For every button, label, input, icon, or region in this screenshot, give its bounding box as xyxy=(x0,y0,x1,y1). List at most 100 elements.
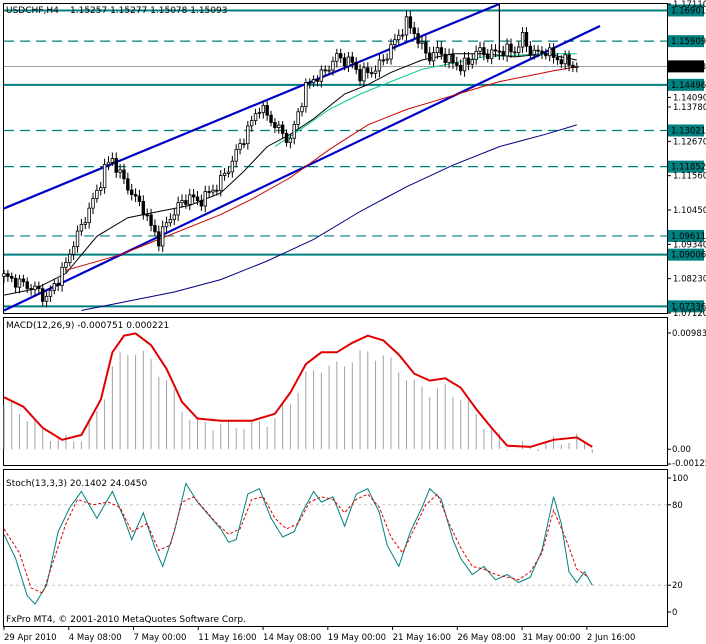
candle-body xyxy=(323,69,327,72)
candle-body xyxy=(215,189,219,192)
candle-body xyxy=(277,124,281,128)
macd-tick-label: -0.00125 xyxy=(672,459,706,469)
time-tick-label: 26 May 08:00 xyxy=(457,633,515,643)
candle-body xyxy=(327,69,331,72)
stoch-tick-label: 0 xyxy=(672,608,677,618)
candle-body xyxy=(462,57,467,72)
stoch-title: Stoch(13,3,3) 20.1402 24.0450 xyxy=(6,479,147,489)
candle-body xyxy=(64,262,68,268)
candle-body xyxy=(555,57,560,61)
candle-body xyxy=(226,171,231,174)
candle-body xyxy=(528,45,533,55)
stoch-plot xyxy=(3,482,667,605)
candle-body xyxy=(443,53,447,63)
candle-body xyxy=(253,113,258,121)
moving-average-line xyxy=(81,124,577,311)
candle-body xyxy=(455,62,459,66)
candle-body xyxy=(350,56,355,63)
candle-body xyxy=(563,54,567,65)
stoch-tick-label: 100 xyxy=(672,474,688,484)
candle-body xyxy=(571,64,575,68)
candle-body xyxy=(358,69,362,82)
candle-body xyxy=(288,137,293,144)
candle-body xyxy=(133,194,138,197)
candle-body xyxy=(195,196,200,201)
candle-body xyxy=(377,59,382,72)
candle-body xyxy=(130,189,134,195)
candle-body xyxy=(25,281,29,289)
moving-average-line xyxy=(3,53,577,296)
candle-body xyxy=(292,123,296,139)
price-plot xyxy=(2,2,667,312)
candle-body xyxy=(180,200,184,204)
candle-body xyxy=(466,57,471,65)
candle-body xyxy=(339,53,343,59)
current-price-bg xyxy=(668,60,704,73)
candle-body xyxy=(6,273,10,277)
candle-body xyxy=(517,46,521,53)
candle-body xyxy=(342,57,347,67)
time-tick-label: 19 May 00:00 xyxy=(328,633,386,643)
price-tick-label: 1.13780 xyxy=(673,103,706,113)
time-tick-label: 2 Jun 16:00 xyxy=(587,633,636,643)
candle-body xyxy=(33,285,37,291)
candle-body xyxy=(304,82,308,108)
candle-body xyxy=(470,59,474,65)
candle-body xyxy=(238,143,242,150)
price-tick-label: 1.07120 xyxy=(673,309,706,319)
candle-body xyxy=(273,122,277,128)
candle-body xyxy=(540,50,544,54)
macd-tick-label: 0.009834 xyxy=(672,329,706,339)
stoch-tick-label: 80 xyxy=(672,501,683,511)
channel-line xyxy=(3,24,601,312)
level-label: 1.13021 xyxy=(671,126,706,136)
candle-body xyxy=(532,49,536,55)
candle-body xyxy=(137,195,142,202)
candle-body xyxy=(41,288,45,302)
candle-body xyxy=(381,59,385,62)
time-axis: 29 Apr 2010 4 May 08:00 7 May 00:00 11 May … xyxy=(3,626,636,643)
time-tick-label: 21 May 16:00 xyxy=(393,633,451,643)
candle-body xyxy=(246,125,250,145)
candle-body xyxy=(102,164,107,189)
candle-body xyxy=(404,16,409,36)
footer-copyright: FxPro MT4, © 2001-2010 MetaQuotes Softwa… xyxy=(6,615,246,625)
candle-body xyxy=(68,253,72,263)
candle-body xyxy=(435,47,440,54)
candle-body xyxy=(52,283,57,291)
candle-body xyxy=(311,79,316,84)
candle-body xyxy=(71,246,76,255)
candle-body xyxy=(257,112,262,114)
candle-body xyxy=(219,175,223,191)
candle-body xyxy=(482,47,486,56)
candle-body xyxy=(416,33,420,44)
candle-body xyxy=(474,51,478,61)
chart-ohlc-label: 1.15257 1.15277 1.15078 1.15093 xyxy=(70,6,227,16)
candle-body xyxy=(145,214,149,217)
time-tick-label: 4 May 08:00 xyxy=(69,633,122,643)
time-tick-label: 11 May 16:00 xyxy=(198,633,256,643)
candle-body xyxy=(428,52,432,62)
current-price-label: 1.15093 xyxy=(671,62,706,72)
candle-body xyxy=(168,218,173,224)
candle-body xyxy=(265,105,269,116)
price-tick-label: 1.17110 xyxy=(673,0,706,10)
candle-body xyxy=(536,49,540,52)
time-tick-label: 29 Apr 2010 xyxy=(4,633,57,643)
candle-body xyxy=(284,132,289,144)
candle-body xyxy=(420,41,424,44)
candle-body xyxy=(524,32,529,47)
stoch-main-line xyxy=(3,482,593,605)
candle-body xyxy=(149,214,153,226)
candle-body xyxy=(451,54,455,64)
level-label-bg xyxy=(668,160,704,173)
candle-body xyxy=(99,187,103,191)
candle-body xyxy=(280,124,285,134)
candle-body xyxy=(509,43,513,53)
candle-body xyxy=(335,53,339,62)
candle-body xyxy=(439,47,444,55)
candle-body xyxy=(520,32,525,48)
price-panel xyxy=(3,3,668,314)
chart-symbol-label: USDCHF,H4 xyxy=(6,6,59,16)
candle-body xyxy=(141,201,146,216)
